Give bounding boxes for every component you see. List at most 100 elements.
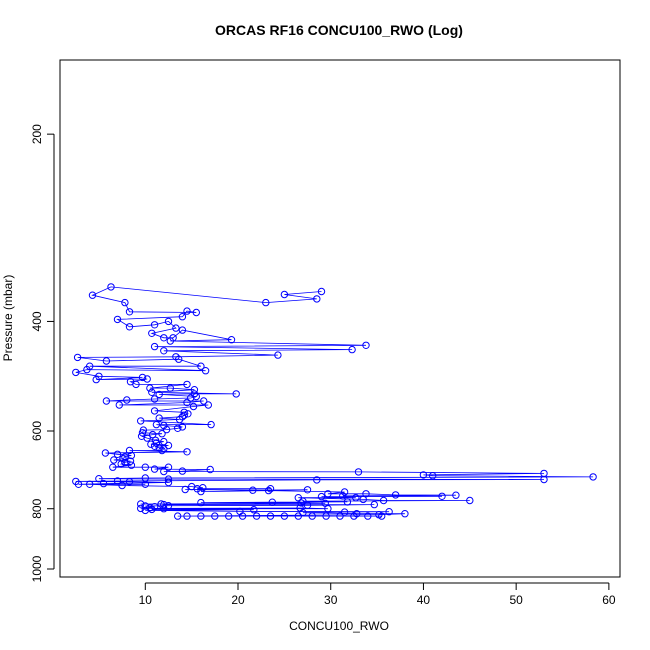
data-point xyxy=(181,485,189,494)
data-point xyxy=(174,512,182,520)
data-point xyxy=(264,486,273,495)
data-point xyxy=(174,424,182,432)
data-point xyxy=(317,287,326,296)
data-point xyxy=(197,498,205,507)
data-point xyxy=(178,423,187,431)
y-tick-label: 400 xyxy=(30,311,44,331)
data-point xyxy=(132,380,140,389)
data-point xyxy=(266,485,275,493)
data-point xyxy=(303,486,312,494)
y-axis: 200 400 600 800 1000 xyxy=(30,124,55,582)
data-point xyxy=(317,492,326,501)
data-point xyxy=(589,473,597,481)
data-point xyxy=(352,494,360,502)
data-point xyxy=(362,341,370,349)
data-point xyxy=(175,415,184,424)
data-point xyxy=(86,480,94,488)
data-point xyxy=(211,512,219,520)
data-point xyxy=(178,326,187,334)
data-point xyxy=(125,478,134,486)
data-point xyxy=(160,467,168,476)
data-point xyxy=(322,512,330,520)
data-point xyxy=(227,336,236,344)
data-point xyxy=(190,386,199,394)
data-point xyxy=(155,414,163,422)
data-point xyxy=(137,504,145,513)
data-point xyxy=(164,463,173,471)
data-point xyxy=(160,334,168,342)
data-point xyxy=(125,446,134,455)
data-point xyxy=(101,449,110,457)
data-point xyxy=(107,283,115,291)
x-axis-label: CONCU100_RWO xyxy=(289,619,389,633)
data-point xyxy=(379,496,388,505)
data-point xyxy=(438,492,446,500)
data-point xyxy=(137,500,145,508)
data-point xyxy=(303,501,312,509)
data-point xyxy=(238,512,247,520)
data-point xyxy=(250,506,258,514)
data-point xyxy=(172,324,180,332)
data-point xyxy=(166,384,175,392)
x-tick-label: 50 xyxy=(509,593,523,607)
data-point xyxy=(350,512,358,520)
data-point xyxy=(268,498,276,506)
data-point xyxy=(162,425,171,434)
data-point xyxy=(385,508,393,516)
data-point xyxy=(150,407,159,415)
x-tick-label: 10 xyxy=(139,593,153,607)
data-point xyxy=(126,457,135,465)
data-point xyxy=(148,329,156,337)
data-point xyxy=(121,458,129,467)
y-tick-label: 200 xyxy=(30,124,44,144)
data-point xyxy=(336,512,344,520)
data-point xyxy=(164,478,173,487)
data-point xyxy=(125,308,134,316)
y-tick-label: 1000 xyxy=(30,555,44,582)
data-point xyxy=(150,342,159,351)
data-point xyxy=(452,491,460,499)
data-point xyxy=(184,410,192,418)
data-point xyxy=(340,488,349,496)
data-point xyxy=(121,298,129,307)
data-point xyxy=(160,347,168,355)
data-point xyxy=(200,397,208,405)
data-point xyxy=(83,365,91,374)
data-point xyxy=(183,448,191,456)
data-point xyxy=(160,445,168,453)
data-point xyxy=(164,441,173,450)
data-point xyxy=(164,317,173,326)
y-tick-label: 800 xyxy=(30,498,44,518)
data-point xyxy=(419,471,428,479)
chart-title: ORCAS RF16 CONCU100_RWO (Log) xyxy=(215,22,463,38)
data-point xyxy=(113,450,122,458)
series-layer xyxy=(72,283,597,520)
data-point xyxy=(143,434,151,442)
data-point xyxy=(299,497,307,505)
data-point xyxy=(313,295,321,303)
data-point xyxy=(391,491,400,499)
x-tick-label: 60 xyxy=(602,593,616,607)
data-point xyxy=(146,384,154,392)
data-point xyxy=(249,486,257,494)
data-point xyxy=(155,390,163,399)
data-point xyxy=(207,420,215,429)
data-point xyxy=(180,411,188,419)
data-point xyxy=(225,512,233,520)
data-point xyxy=(187,394,195,402)
data-point xyxy=(92,375,100,384)
data-point xyxy=(109,463,117,471)
data-point xyxy=(370,500,378,509)
data-point xyxy=(294,512,302,520)
x-axis: 10 20 30 40 50 60 xyxy=(139,582,616,607)
data-point xyxy=(339,492,347,500)
data-point xyxy=(127,461,136,469)
y-axis-label: Pressure (mbar) xyxy=(1,275,15,362)
data-point xyxy=(148,388,156,396)
data-point xyxy=(147,440,155,448)
plot-frame xyxy=(59,59,621,578)
data-point xyxy=(143,375,151,383)
data-point xyxy=(197,487,205,496)
data-point xyxy=(178,313,187,321)
